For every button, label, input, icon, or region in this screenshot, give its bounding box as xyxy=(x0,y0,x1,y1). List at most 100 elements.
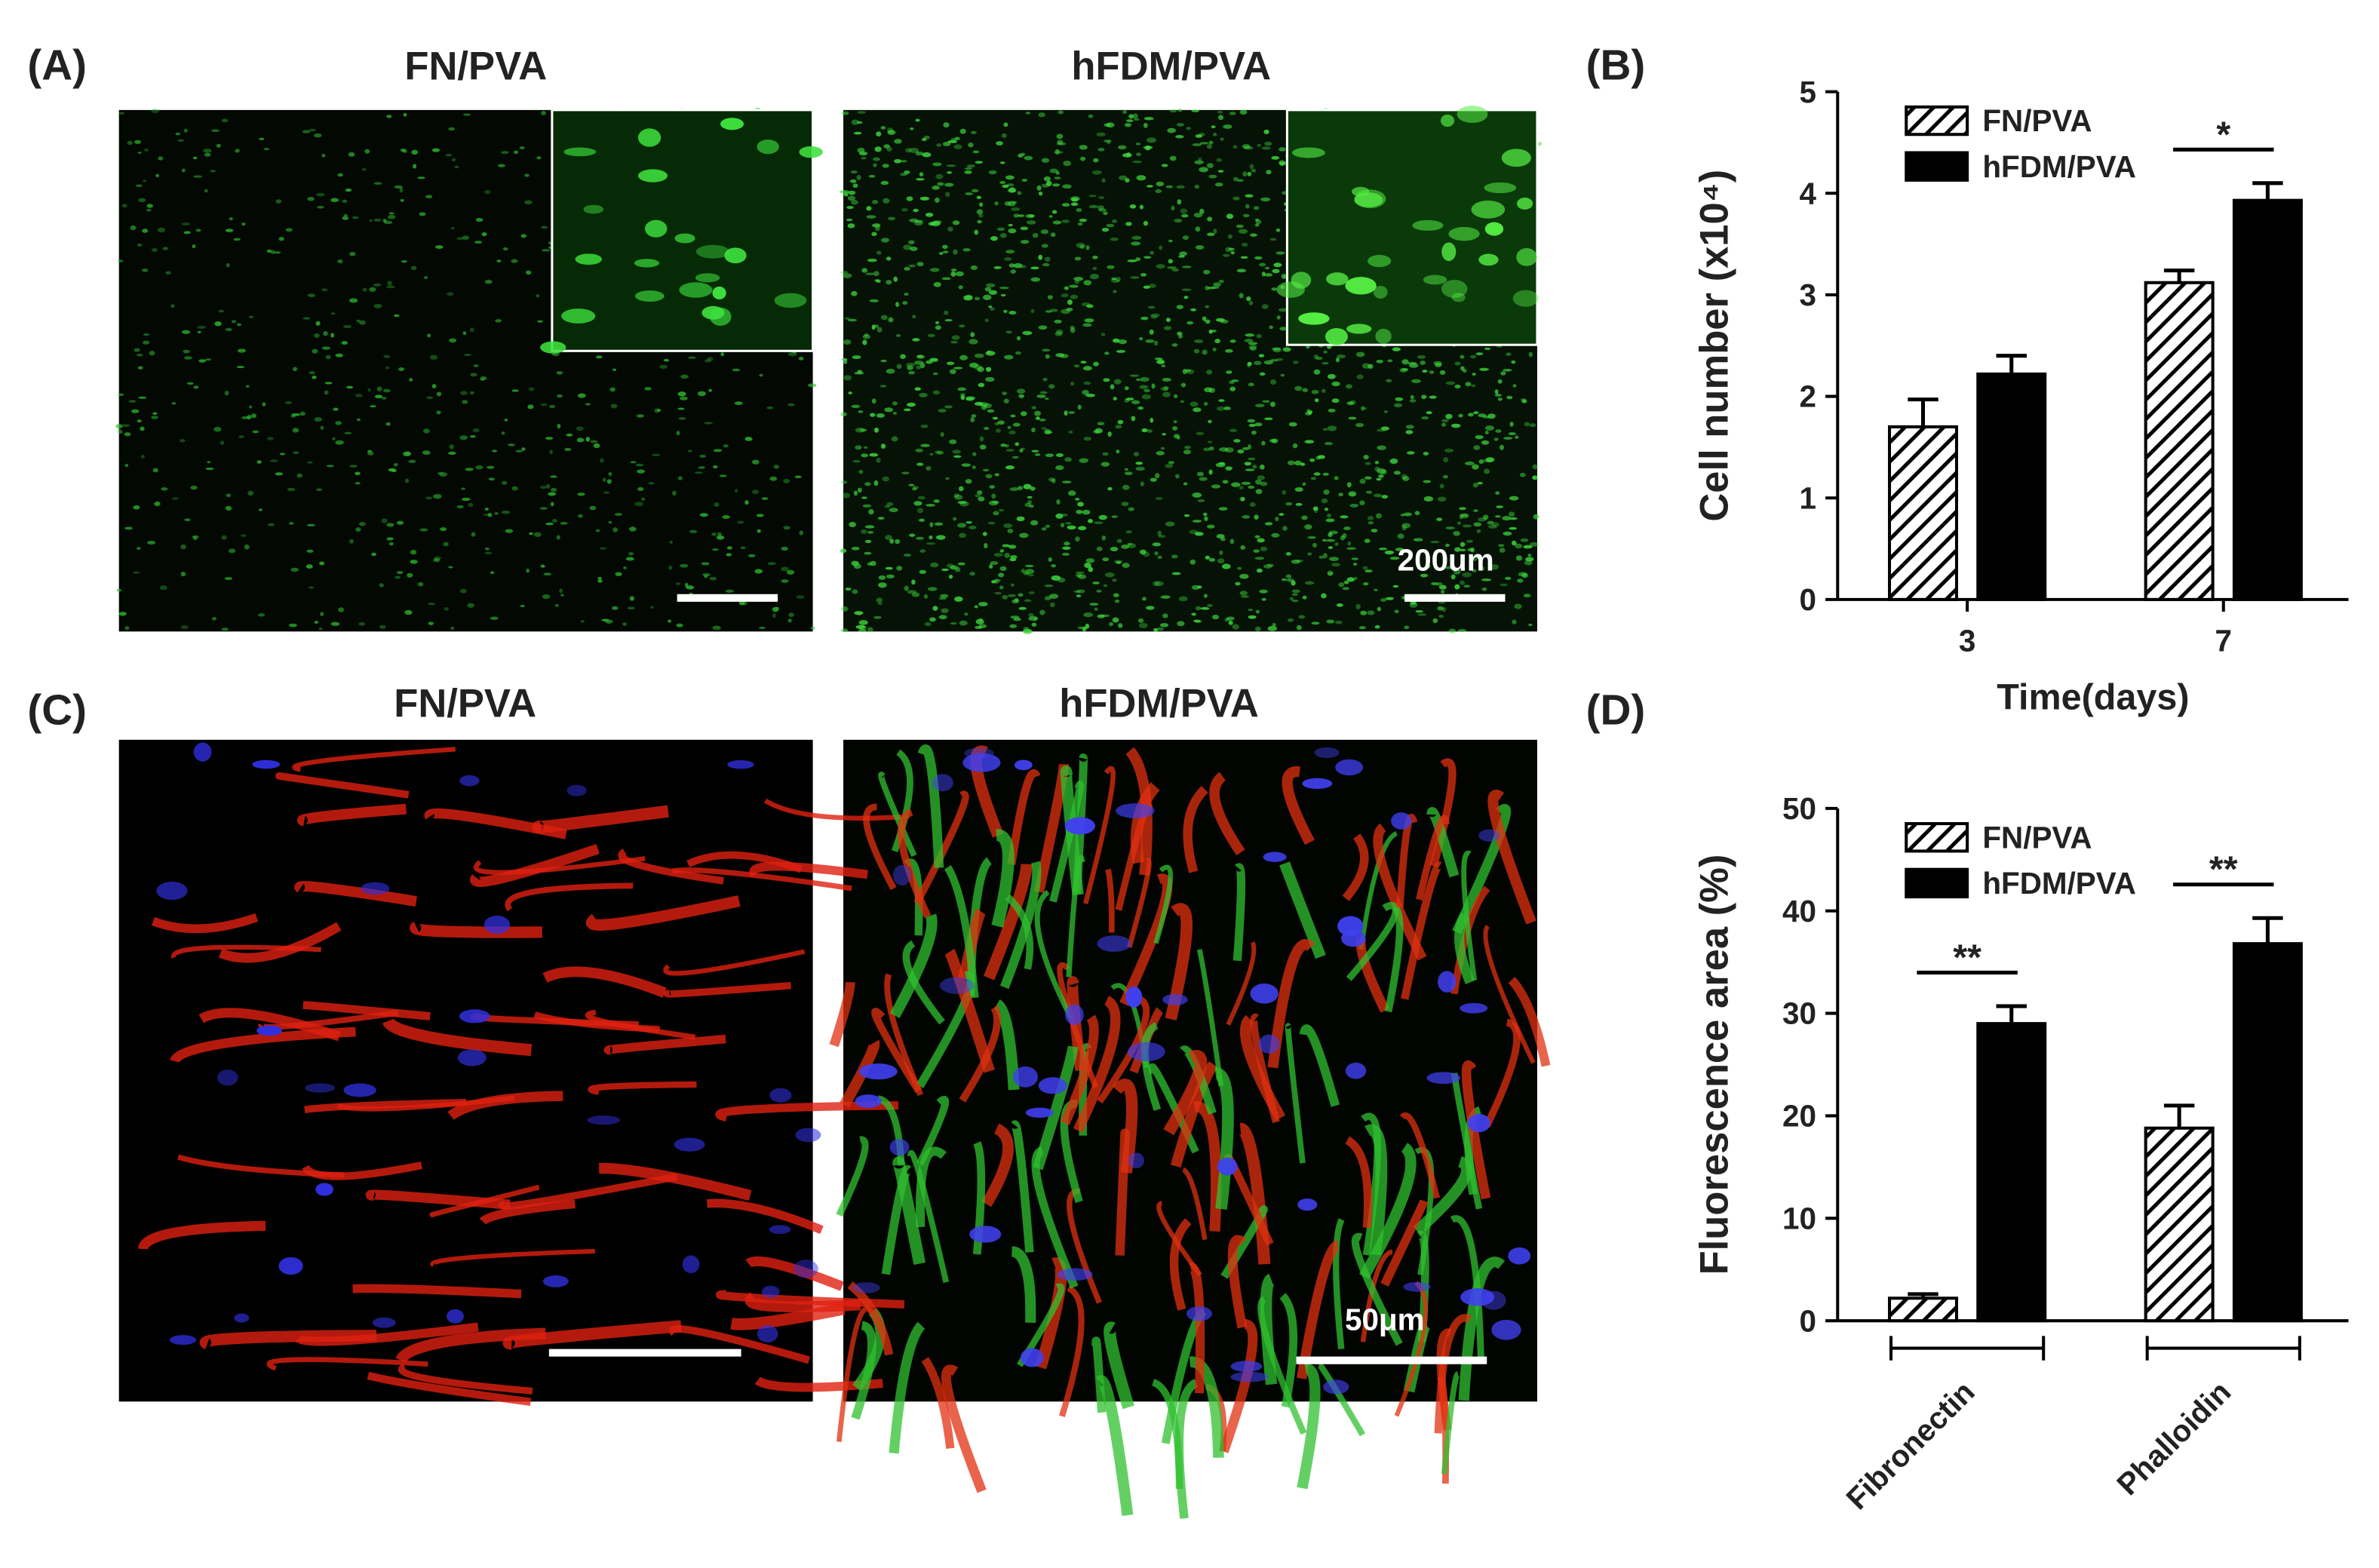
cell xyxy=(376,386,382,391)
cell xyxy=(1076,589,1085,594)
cell xyxy=(1212,615,1220,620)
cell xyxy=(205,358,212,361)
cell xyxy=(1229,428,1237,432)
cell xyxy=(1171,572,1181,575)
cell xyxy=(351,216,359,219)
cell xyxy=(1325,327,1348,345)
cell xyxy=(900,173,907,176)
cell xyxy=(999,286,1009,290)
cell xyxy=(695,244,730,259)
cell xyxy=(985,367,992,372)
cell xyxy=(1462,572,1472,578)
cell xyxy=(211,129,220,132)
cell xyxy=(335,421,342,425)
cell xyxy=(1145,339,1155,343)
cell xyxy=(1000,293,1006,297)
cell xyxy=(958,285,963,290)
cell xyxy=(1457,521,1462,525)
cell xyxy=(1192,492,1202,498)
cell xyxy=(496,259,502,262)
cell xyxy=(1336,603,1343,607)
fiber xyxy=(878,772,917,858)
fiber xyxy=(730,1303,846,1330)
cell xyxy=(612,368,616,371)
cell xyxy=(759,373,763,377)
cell xyxy=(1118,623,1123,628)
cell xyxy=(711,532,717,536)
cell xyxy=(1218,115,1224,121)
cell xyxy=(1128,1042,1165,1062)
cell xyxy=(922,152,932,158)
cell xyxy=(433,493,442,499)
cell xyxy=(224,577,233,581)
cell xyxy=(1475,434,1484,440)
cell xyxy=(994,201,999,206)
cell xyxy=(858,469,864,474)
cell xyxy=(404,609,413,615)
cell xyxy=(969,1226,1002,1243)
cell xyxy=(1346,324,1372,334)
cell xyxy=(1279,147,1286,152)
cell xyxy=(727,759,754,769)
cell xyxy=(1231,379,1239,382)
fiber xyxy=(1454,912,1475,985)
cell xyxy=(1156,627,1165,631)
cell xyxy=(1389,557,1400,560)
cell xyxy=(634,502,643,507)
cell xyxy=(1257,538,1265,543)
cell xyxy=(1525,557,1534,562)
cell xyxy=(1088,204,1098,209)
cell xyxy=(1206,370,1213,375)
cell xyxy=(1414,511,1420,516)
cell xyxy=(1423,480,1432,483)
cell xyxy=(1222,253,1230,257)
cell xyxy=(1141,597,1147,601)
cell xyxy=(634,290,665,302)
cell xyxy=(991,580,996,584)
fiber xyxy=(1464,1106,1482,1195)
cell xyxy=(1267,625,1278,631)
cell xyxy=(904,585,909,591)
cell xyxy=(1147,137,1156,143)
cell xyxy=(795,1128,821,1143)
cell xyxy=(367,451,374,456)
cell xyxy=(419,528,428,532)
cell xyxy=(1084,562,1091,569)
cell xyxy=(1312,542,1318,548)
cell xyxy=(1045,453,1054,458)
cell xyxy=(1147,429,1153,433)
cell xyxy=(884,505,891,508)
cell xyxy=(1324,441,1334,446)
cell xyxy=(994,473,999,477)
cell xyxy=(1071,198,1079,202)
cell xyxy=(788,612,794,618)
cell xyxy=(915,219,923,223)
cell xyxy=(1017,214,1025,217)
fiber xyxy=(664,981,791,998)
cell xyxy=(950,137,957,142)
cell xyxy=(1192,143,1202,146)
cell xyxy=(1034,453,1041,456)
cell xyxy=(919,549,926,553)
cell xyxy=(481,232,487,237)
cell xyxy=(783,526,790,530)
cell xyxy=(330,312,336,315)
cell xyxy=(118,429,123,434)
cell xyxy=(1247,361,1252,367)
cell xyxy=(470,391,474,395)
cell xyxy=(1175,135,1184,139)
cell xyxy=(902,301,908,305)
cell xyxy=(996,141,1003,146)
cell xyxy=(994,422,999,425)
cell xyxy=(862,334,870,339)
cell xyxy=(634,259,660,268)
cell xyxy=(1131,400,1140,405)
cell xyxy=(175,132,181,136)
cell xyxy=(1381,495,1389,499)
cell xyxy=(1088,195,1097,198)
cell xyxy=(672,490,677,496)
cell xyxy=(701,562,710,566)
cell xyxy=(1349,503,1359,508)
cell xyxy=(1174,218,1183,223)
cell xyxy=(1335,620,1343,624)
